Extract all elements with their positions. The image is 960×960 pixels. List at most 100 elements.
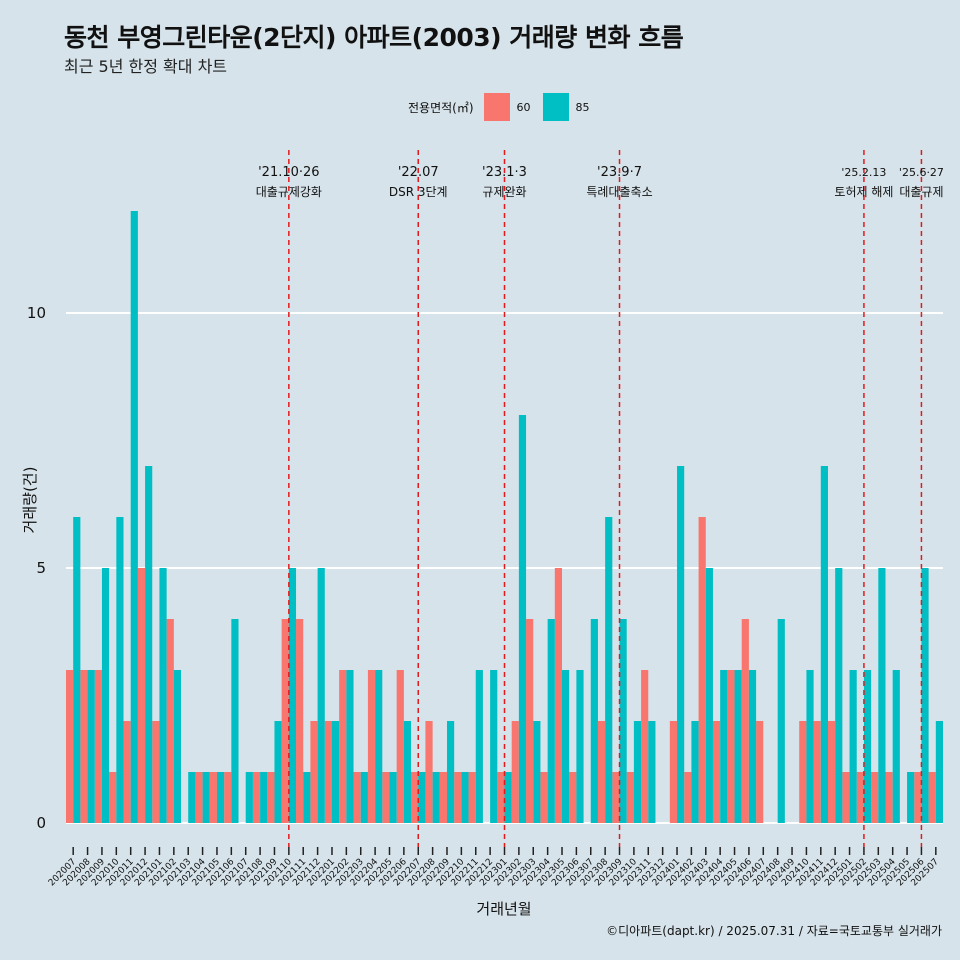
bar-60-202301 <box>497 772 505 823</box>
bar-85-202212 <box>490 670 498 823</box>
bar-60-202311 <box>641 670 649 823</box>
bar-60-202106 <box>224 772 232 823</box>
y-tick-label-10: 10 <box>27 304 46 322</box>
bar-85-202111 <box>303 772 311 823</box>
bar-60-202402 <box>684 772 692 823</box>
bar-60-202204 <box>367 670 376 823</box>
bar-85-202411 <box>820 466 828 823</box>
bar-85-202303 <box>533 721 541 823</box>
bar-60-202202 <box>339 670 347 823</box>
bar-60-202007 <box>66 670 74 823</box>
bar-60-202406 <box>741 619 749 823</box>
bar-60-202306 <box>569 772 577 823</box>
bar-60-202504 <box>885 772 893 823</box>
bar-85-202010 <box>116 517 124 823</box>
event-label-5: 토허제 해제 <box>834 185 893 199</box>
legend-swatch-60 <box>483 93 510 121</box>
legend: 전용면적(㎡) 60 85 <box>408 92 602 122</box>
bar-85-202402 <box>691 721 699 823</box>
bar-85-202412 <box>835 568 843 823</box>
bar-60-202309 <box>612 772 620 823</box>
bar-60-202111 <box>296 619 304 823</box>
bar-60-202104 <box>195 772 203 823</box>
chart-subtitle: 최근 5년 한정 확대 차트 <box>64 57 228 76</box>
event-date-6: '25.6·27 <box>899 166 944 179</box>
bar-60-202403 <box>698 517 706 823</box>
bar-60-202503 <box>871 772 879 823</box>
event-label-3: 규제완화 <box>482 185 526 199</box>
bar-85-202505 <box>907 772 915 823</box>
bar-60-202407 <box>756 721 764 823</box>
bar-85-202405 <box>734 670 742 823</box>
bar-60-202009 <box>94 670 102 823</box>
bar-60-202203 <box>353 772 361 823</box>
bar-60-202404 <box>712 721 721 823</box>
legend-swatch-85 <box>542 93 569 121</box>
y-tick-label-5: 5 <box>36 559 46 577</box>
bar-85-202105 <box>216 772 225 823</box>
bar-60-202211 <box>468 772 476 823</box>
bar-85-202306 <box>576 670 584 823</box>
bar-60-202105 <box>209 772 217 823</box>
bar-85-202104 <box>202 772 210 823</box>
bar-85-202201 <box>331 721 340 823</box>
chart-title: 동천 부영그린타운(2단지) 아파트(2003) 거래량 변화 흐름 <box>64 23 684 52</box>
bar-60-202303 <box>526 619 534 823</box>
bar-85-202203 <box>360 772 368 823</box>
bar-85-202011 <box>130 211 138 823</box>
bar-60-202401 <box>669 721 678 823</box>
bar-60-202205 <box>382 772 390 823</box>
event-label-1: 대출규제강화 <box>256 185 322 199</box>
x-axis-title: 거래년월 <box>476 900 531 918</box>
bar-85-202502 <box>863 670 872 823</box>
bar-60-202410 <box>799 721 807 823</box>
bar-85-202304 <box>547 619 555 823</box>
bar-60-202101 <box>152 721 160 823</box>
bar-60-202304 <box>540 772 548 823</box>
bar-60-202208 <box>425 721 433 823</box>
bar-85-202506 <box>921 568 929 823</box>
bar-60-202011 <box>123 721 131 823</box>
bar-60-202209 <box>439 772 447 823</box>
bar-60-202507 <box>928 772 936 823</box>
bar-85-202210 <box>461 772 469 823</box>
event-date-2: '22.07 <box>398 165 439 180</box>
bar-60-202308 <box>597 721 606 823</box>
bar-85-202308 <box>605 517 613 823</box>
bar-85-202310 <box>633 721 642 823</box>
bar-85-202301 <box>504 772 512 823</box>
bar-60-202110 <box>281 619 289 823</box>
bar-85-202007 <box>73 517 81 823</box>
bar-85-202107 <box>245 772 253 823</box>
bar-85-202404 <box>720 670 728 823</box>
bar-60-202502 <box>856 772 864 823</box>
legend-title: 전용면적(㎡) <box>408 100 474 115</box>
bar-60-202305 <box>554 568 563 823</box>
bar-85-202504 <box>892 670 900 823</box>
bar-85-202112 <box>317 568 325 823</box>
event-label-6: 대출규제 <box>899 185 943 199</box>
bar-85-202202 <box>346 670 354 823</box>
bar-85-202408 <box>777 619 785 823</box>
bar-60-202501 <box>842 772 850 823</box>
bar-85-202109 <box>274 721 282 823</box>
bar-85-202208 <box>432 772 440 823</box>
bar-85-202108 <box>260 772 268 823</box>
bar-85-202103 <box>188 772 196 823</box>
bar-85-202305 <box>562 670 570 823</box>
bar-85-202110 <box>288 568 297 823</box>
bar-85-202501 <box>849 670 857 823</box>
bar-85-202302 <box>518 415 527 823</box>
bar-60-202012 <box>137 568 146 823</box>
bar-85-202311 <box>648 721 656 823</box>
bar-85-202401 <box>677 466 685 823</box>
event-date-5: '25.2.13 <box>841 166 886 179</box>
bar-60-202201 <box>324 721 332 823</box>
bar-85-202102 <box>173 670 182 823</box>
event-date-4: '23.9·7 <box>597 165 642 180</box>
bar-60-202411 <box>813 721 821 823</box>
bar-85-202211 <box>475 670 483 823</box>
bar-85-202503 <box>878 568 886 823</box>
event-label-4: 특례대출축소 <box>586 185 652 199</box>
